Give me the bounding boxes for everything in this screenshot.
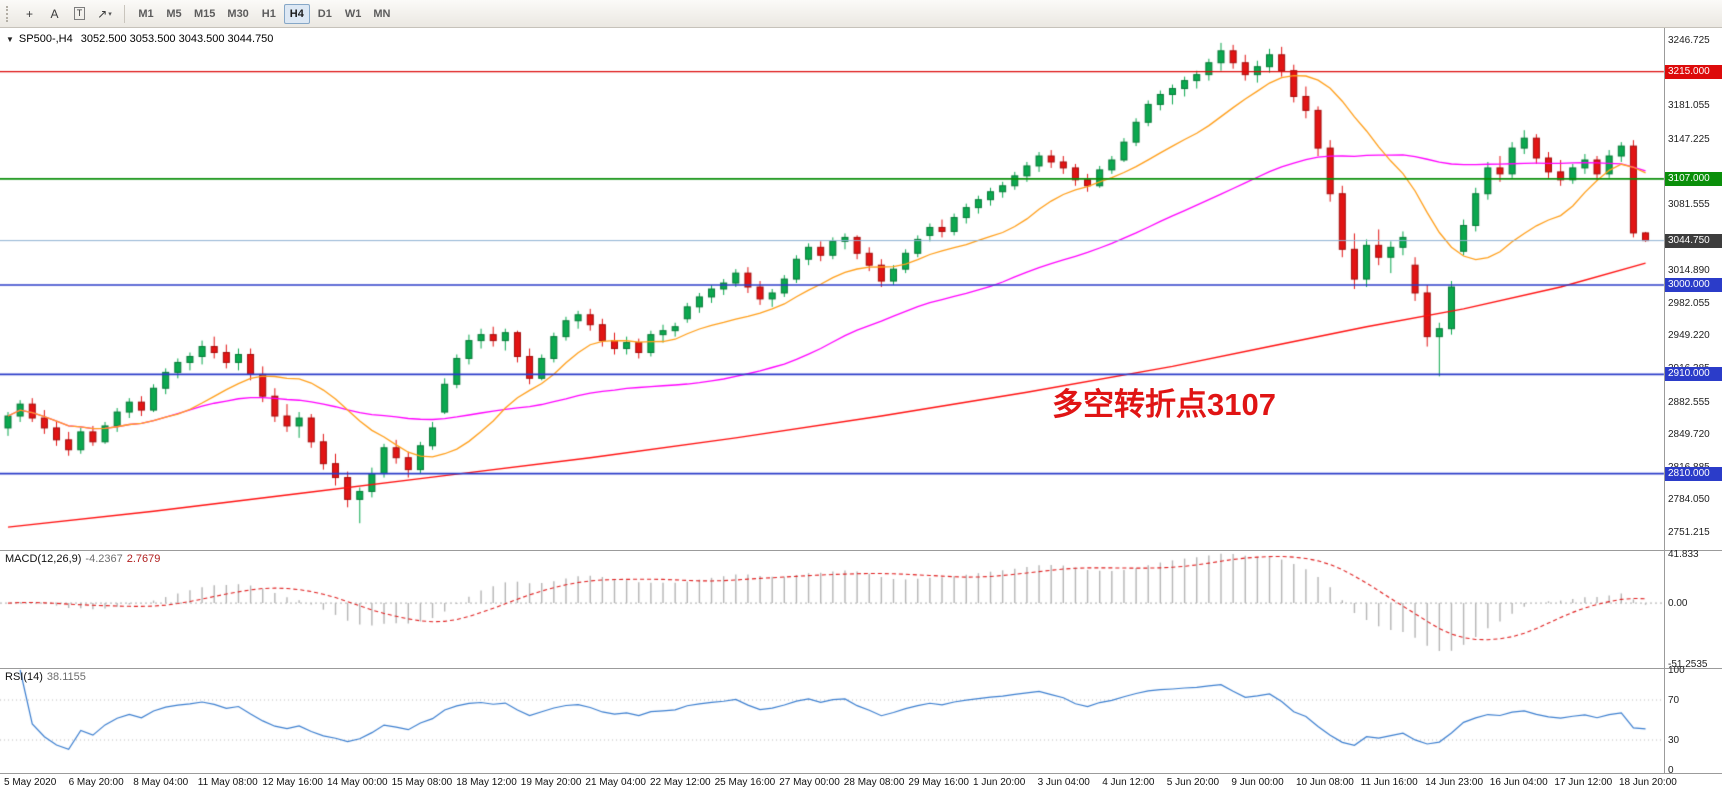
toolbar-grip-icon[interactable]: [6, 5, 12, 22]
time-axis-label: 12 May 16:00: [262, 777, 323, 788]
price-axis-tick: 3147.225: [1668, 133, 1710, 145]
price-axis-tick: 2751.215: [1668, 526, 1710, 538]
symbol-period-label: SP500-,H4: [18, 33, 73, 45]
macd-signal-value: 2.7679: [126, 553, 161, 565]
time-axis-label: 19 May 20:00: [520, 777, 582, 788]
rsi-value: 38.1155: [46, 671, 86, 683]
price-axis-badge: 3044.750: [1665, 233, 1722, 248]
price-axis-tick: 3014.890: [1668, 265, 1710, 277]
dropdown-caret-icon: ▾: [108, 10, 112, 18]
time-axis-label: 8 May 04:00: [133, 777, 189, 788]
crosshair-tool-button[interactable]: +: [18, 3, 41, 25]
rsi-indicator-label: RSI(14) 38.1155: [5, 671, 86, 683]
timeframe-button-w1[interactable]: W1: [344, 7, 362, 20]
toolbar-separator: [124, 4, 125, 23]
arrows-tool-button[interactable]: ↗ ▾: [93, 3, 116, 25]
timeframe-button-m15[interactable]: M15: [194, 7, 216, 20]
time-axis-border: [0, 773, 1722, 774]
timeframe-toolbar: M1 M5 M15 M30 H1 H4 D1 W1 MN: [132, 3, 396, 24]
text-tool-icon: A: [50, 6, 59, 21]
time-axis-label: 1 Jun 20:00: [973, 777, 1026, 788]
rsi-axis-tick: 30: [1668, 735, 1680, 746]
label-tool-button[interactable]: T: [68, 3, 91, 25]
time-axis-label: 6 May 20:00: [68, 777, 124, 788]
chart-annotation-text: 多空转折点3107: [1052, 387, 1276, 422]
timeframe-button-m30[interactable]: M30: [227, 7, 249, 20]
macd-axis-tick: 41.833: [1668, 548, 1699, 560]
timeframe-button-m5[interactable]: M5: [166, 7, 182, 20]
timeframe-button-m1[interactable]: M1: [138, 7, 154, 20]
price-axis-tick: 2849.720: [1668, 429, 1710, 441]
time-axis-label: 15 May 08:00: [391, 777, 453, 788]
crosshair-tool-icon: +: [25, 6, 33, 21]
time-axis-label: 27 May 00:00: [779, 777, 840, 788]
macd-axis-tick: 0.00: [1668, 598, 1688, 610]
macd-name: MACD(12,26,9): [5, 553, 82, 565]
price-axis-tick: 3246.725: [1668, 35, 1710, 47]
price-axis-tick: 2949.220: [1668, 330, 1710, 342]
timeframe-button-h4[interactable]: H4: [283, 3, 310, 24]
timeframe-button-mn[interactable]: MN: [373, 7, 391, 20]
time-axis-label: 4 Jun 12:00: [1102, 777, 1155, 788]
quote-collapse-icon[interactable]: ▼: [6, 35, 14, 44]
price-axis-tick: 2882.555: [1668, 396, 1710, 408]
time-axis-label: 3 Jun 04:00: [1037, 777, 1090, 788]
time-axis-label: 22 May 12:00: [650, 777, 711, 788]
toolbar-tools: + A T ↗ ▾: [17, 3, 117, 25]
label-tool-icon: T: [73, 7, 86, 20]
text-tool-button[interactable]: A: [43, 3, 66, 25]
macd-axis-tick: -51.2535: [1668, 658, 1708, 670]
time-axis-label: 28 May 08:00: [843, 777, 905, 788]
quote-label: ▼ SP500-,H4 3052.500 3053.500 3043.500 304…: [6, 33, 273, 45]
macd-value: -4.2367: [85, 553, 123, 565]
time-axis-label: 18 Jun 20:00: [1619, 777, 1677, 788]
panel-divider-main-macd[interactable]: [0, 550, 1722, 551]
rsi-name: RSI(14): [5, 671, 43, 683]
time-axis-label: 21 May 04:00: [585, 777, 646, 788]
toolbar: + A T ↗ ▾ M1 M5 M15 M30 H1 H4 D1 W1 MN: [0, 0, 1722, 28]
rsi-axis-tick: 0: [1668, 765, 1674, 776]
time-axis-label: 11 May 08:00: [197, 777, 258, 788]
quote-ohlc-values: 3052.500 3053.500 3043.500 3044.750: [80, 33, 274, 45]
rsi-axis-tick: 70: [1668, 695, 1680, 706]
time-axis-label: 5 Jun 20:00: [1166, 777, 1220, 788]
time-axis-label: 14 Jun 23:00: [1425, 777, 1484, 788]
price-axis-tick: 2784.050: [1668, 494, 1710, 506]
rsi-axis-tick: 100: [1668, 665, 1685, 676]
price-axis-badge: 2810.000: [1665, 466, 1722, 481]
time-axis-label: 16 Jun 04:00: [1489, 777, 1548, 788]
timeframe-button-h1[interactable]: H1: [261, 7, 276, 20]
time-axis-label: 14 May 00:00: [327, 777, 388, 788]
price-axis-badge: 3107.000: [1665, 171, 1722, 186]
time-axis-label: 25 May 16:00: [714, 777, 776, 788]
time-axis-label: 11 Jun 16:00: [1360, 777, 1418, 788]
panel-divider-macd-rsi[interactable]: [0, 668, 1722, 669]
price-axis-tick: 3181.055: [1668, 100, 1710, 112]
price-axis-tick: 3081.555: [1668, 199, 1710, 211]
price-axis-border: [1664, 28, 1665, 773]
time-axis-label: 17 Jun 12:00: [1554, 777, 1613, 788]
timeframe-button-d1[interactable]: D1: [317, 7, 332, 20]
arrows-tool-icon: ↗: [97, 6, 108, 21]
price-axis-badge: 2910.000: [1665, 367, 1722, 382]
price-axis-badge: 3000.000: [1665, 278, 1722, 293]
price-axis-badge: 3215.000: [1665, 64, 1722, 79]
time-axis-label: 29 May 16:00: [908, 777, 969, 788]
macd-indicator-label: MACD(12,26,9) -4.2367 2.7679: [5, 553, 160, 565]
time-axis-label: 5 May 2020: [4, 777, 57, 788]
time-axis-label: 18 May 12:00: [456, 777, 517, 788]
time-axis-label: 9 Jun 00:00: [1231, 777, 1284, 788]
price-axis-tick: 2982.055: [1668, 297, 1710, 309]
time-axis-label: 10 Jun 08:00: [1296, 777, 1354, 788]
